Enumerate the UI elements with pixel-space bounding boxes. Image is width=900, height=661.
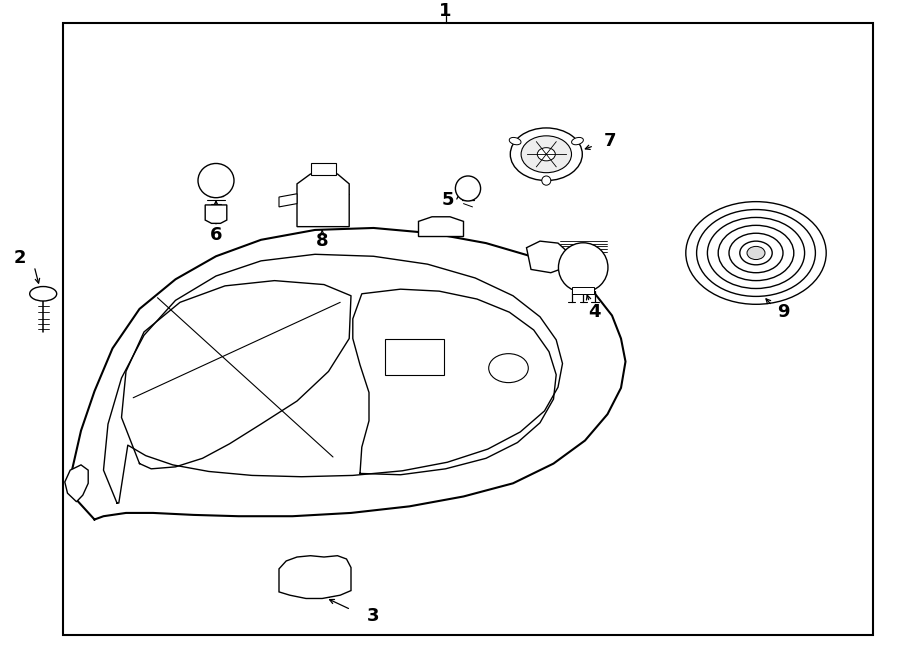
Text: 8: 8 [316, 232, 328, 250]
Circle shape [537, 147, 555, 161]
Text: 4: 4 [588, 303, 600, 321]
Text: 1: 1 [439, 2, 452, 20]
Circle shape [510, 128, 582, 180]
Text: 6: 6 [210, 225, 222, 243]
Polygon shape [205, 205, 227, 223]
Bar [385, 338, 444, 375]
Ellipse shape [542, 176, 551, 185]
Text: 7: 7 [604, 132, 617, 150]
Ellipse shape [455, 176, 481, 201]
Circle shape [489, 354, 528, 383]
Ellipse shape [30, 286, 57, 301]
Bar [310, 163, 336, 175]
Polygon shape [279, 556, 351, 598]
Text: 5: 5 [442, 191, 454, 210]
Ellipse shape [572, 137, 583, 145]
Circle shape [521, 136, 572, 173]
Polygon shape [65, 465, 88, 502]
Bar [63, 22, 873, 635]
Polygon shape [526, 241, 569, 273]
Polygon shape [279, 194, 297, 207]
Ellipse shape [509, 137, 521, 145]
Bar [572, 287, 594, 293]
Ellipse shape [198, 163, 234, 198]
Polygon shape [297, 174, 349, 227]
Text: 9: 9 [777, 303, 789, 321]
Ellipse shape [558, 243, 608, 292]
Circle shape [747, 247, 765, 260]
Text: 2: 2 [14, 249, 26, 267]
Text: 3: 3 [367, 607, 380, 625]
Polygon shape [418, 217, 464, 237]
